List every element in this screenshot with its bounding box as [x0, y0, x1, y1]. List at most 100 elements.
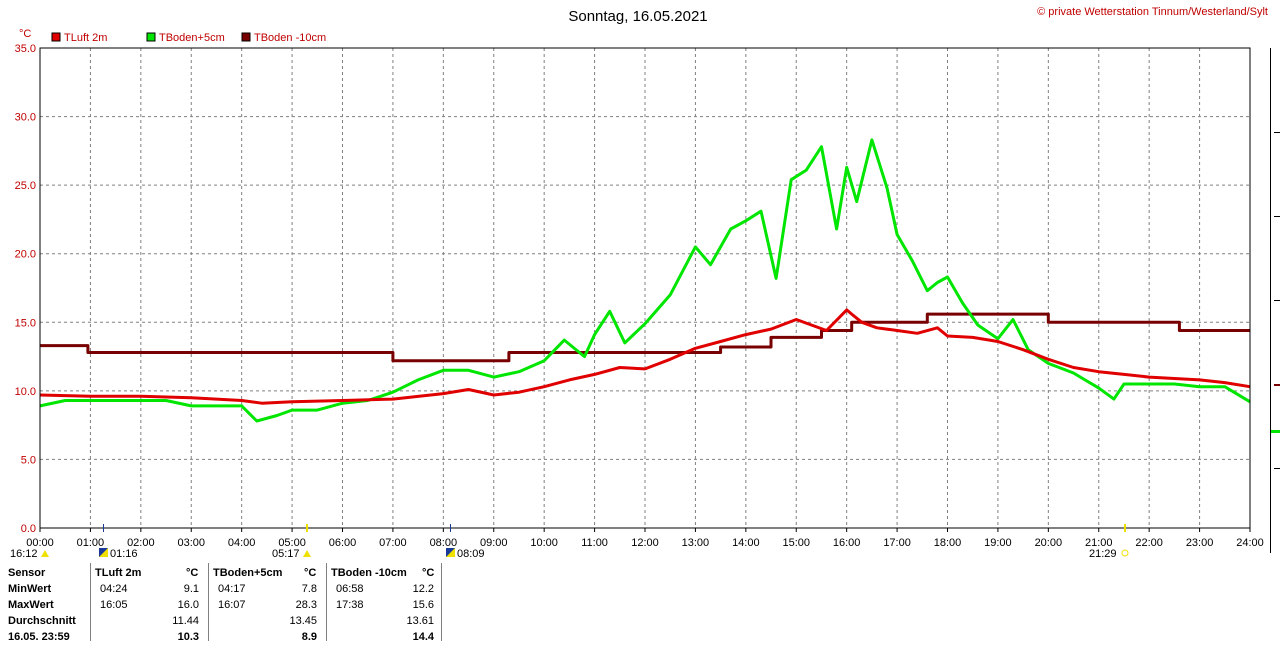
stats-time-3: 17:38: [336, 599, 364, 611]
x-tick-label: 10:00: [530, 537, 558, 549]
right-panel: [1270, 48, 1280, 553]
sunset-marker: [1124, 524, 1126, 532]
y-axis: 0.0 5.0 10.0 15.0 20.0 25.0 30.0 35.0: [15, 43, 36, 535]
y-tick-label: 15.0: [15, 317, 36, 329]
x-tick-label: 08:00: [430, 537, 458, 549]
stats-header-sensor: Sensor: [8, 567, 46, 579]
right-tick-4: [1274, 384, 1280, 386]
x-tick-label: 06:00: [329, 537, 357, 549]
legend-swatch-tboden10: [241, 32, 251, 42]
stats-value-2: 13.45: [289, 615, 317, 627]
sun-time-0116: 01:16: [110, 548, 138, 560]
sun-time-1612: 16:12: [10, 548, 38, 560]
y-tick-label: 5.0: [21, 454, 36, 466]
x-tick-label: 17:00: [883, 537, 911, 549]
y-tick-label: 30.0: [15, 112, 36, 124]
sunset-icon: [1121, 549, 1129, 557]
stats-row: 16.05. 23:59 10.3 8.9 14.4: [0, 631, 442, 647]
x-tick-label: 00:00: [26, 537, 54, 549]
stats-time-1: 16:05: [100, 599, 128, 611]
stats-row: MaxWert 16:05 16.0 16:07 28.3 17:38 15.6: [0, 599, 442, 615]
legend-swatch-tboden5: [146, 32, 156, 42]
stats-header-row: Sensor TLuft 2m °C TBoden+5cm °C TBoden …: [0, 567, 442, 583]
y-unit-label: °C: [19, 28, 31, 40]
y-tick-label: 25.0: [15, 180, 36, 192]
stats-value-1: 16.0: [177, 599, 199, 611]
stats-table: Sensor TLuft 2m °C TBoden+5cm °C TBoden …: [0, 563, 442, 643]
stats-header-unit2: °C: [304, 567, 317, 579]
x-tick-label: 14:00: [732, 537, 760, 549]
legend-swatch-tluft: [51, 32, 61, 42]
x-tick-label: 01:00: [77, 537, 105, 549]
stats-value-3: 12.2: [412, 583, 434, 595]
stats-value-3: 13.61: [406, 615, 434, 627]
copyright-label: © private Wetterstation Tinnum/Westerlan…: [1037, 6, 1268, 18]
x-tick-label: 07:00: [379, 537, 407, 549]
stats-header-s2: TBoden+5cm: [213, 567, 283, 579]
x-tick-label: 04:00: [228, 537, 256, 549]
stats-row-label: Durchschnitt: [8, 615, 76, 627]
x-tick-label: 21:00: [1085, 537, 1113, 549]
series-line-tboden5: [39, 138, 1251, 423]
y-tick-label: 10.0: [15, 386, 36, 398]
sunrise-marker: [306, 524, 308, 532]
x-tick-label: 20:00: [1035, 537, 1063, 549]
sun-time-2129: 21:29: [1089, 548, 1117, 560]
stats-divider: [326, 563, 327, 641]
x-tick-label: 23:00: [1186, 537, 1214, 549]
y-tick-label: 20.0: [15, 249, 36, 261]
moon-icon-half: [99, 548, 108, 557]
stats-divider: [441, 563, 442, 641]
x-tick-label: 24:00: [1236, 537, 1264, 549]
x-tick-label: 16:00: [833, 537, 861, 549]
x-tick-label: 05:00: [278, 537, 306, 549]
sun-times: 16:12 01:16 05:17 08:09 21:29: [10, 524, 1129, 560]
moon-marker-1: [103, 524, 104, 532]
right-tick-2: [1274, 216, 1280, 217]
x-tick-label: 19:00: [984, 537, 1012, 549]
right-tick-3: [1274, 300, 1280, 301]
x-tick-label: 11:00: [581, 537, 608, 549]
x-tick-label: 18:00: [934, 537, 962, 549]
stats-time-1: 04:24: [100, 583, 128, 595]
stats-value-2: 28.3: [295, 599, 317, 611]
stats-header-s3: TBoden -10cm: [331, 567, 407, 579]
series-line-tluft: [39, 308, 1251, 405]
moon-set-icon-half: [446, 548, 455, 557]
series-lines: [39, 138, 1251, 423]
x-tick-label: 03:00: [177, 537, 205, 549]
stats-value-2: 7.8: [301, 583, 317, 595]
x-axis: 00:00 01:00 02:00 03:00 04:00 05:00 06:00 07:00…: [26, 528, 1264, 549]
stats-time-2: 04:17: [218, 583, 246, 595]
x-tick-label: 22:00: [1135, 537, 1163, 549]
right-panel-divider: [1270, 48, 1271, 553]
stats-row-label: 16.05. 23:59: [8, 631, 70, 643]
x-tick-label: 12:00: [631, 537, 659, 549]
x-tick-label: 02:00: [127, 537, 155, 549]
stats-time-2: 16:07: [218, 599, 246, 611]
stats-divider: [208, 563, 209, 641]
stats-value-1: 10.3: [177, 631, 199, 643]
sunrise-icon: [303, 550, 311, 557]
series-line-tboden10: [40, 312, 1250, 363]
stats-row: Durchschnitt 11.44 13.45 13.61: [0, 615, 442, 631]
legend-label-tluft: TLuft 2m: [64, 32, 107, 44]
legend-label-tboden5: TBoden+5cm: [159, 32, 225, 44]
stats-value-1: 11.44: [172, 615, 199, 627]
grid: [40, 48, 1250, 528]
y-tick-label: 0.0: [21, 523, 36, 535]
x-tick-label: 09:00: [480, 537, 508, 549]
stats-value-2: 8.9: [301, 631, 317, 643]
stats-time-3: 06:58: [336, 583, 364, 595]
sun-time-0517: 05:17: [272, 548, 300, 560]
stats-header-s1: TLuft 2m: [95, 567, 142, 579]
stats-header-unit3: °C: [422, 567, 435, 579]
moon-marker-2: [450, 524, 451, 532]
legend: TLuft 2m TBoden+5cm TBoden -10cm: [51, 32, 326, 44]
legend-label-tboden10: TBoden -10cm: [254, 32, 326, 44]
stats-value-3: 15.6: [412, 599, 434, 611]
y-tick-label: 35.0: [15, 43, 36, 55]
sun-icon: [41, 550, 49, 557]
plot-frame: [39, 47, 1251, 529]
